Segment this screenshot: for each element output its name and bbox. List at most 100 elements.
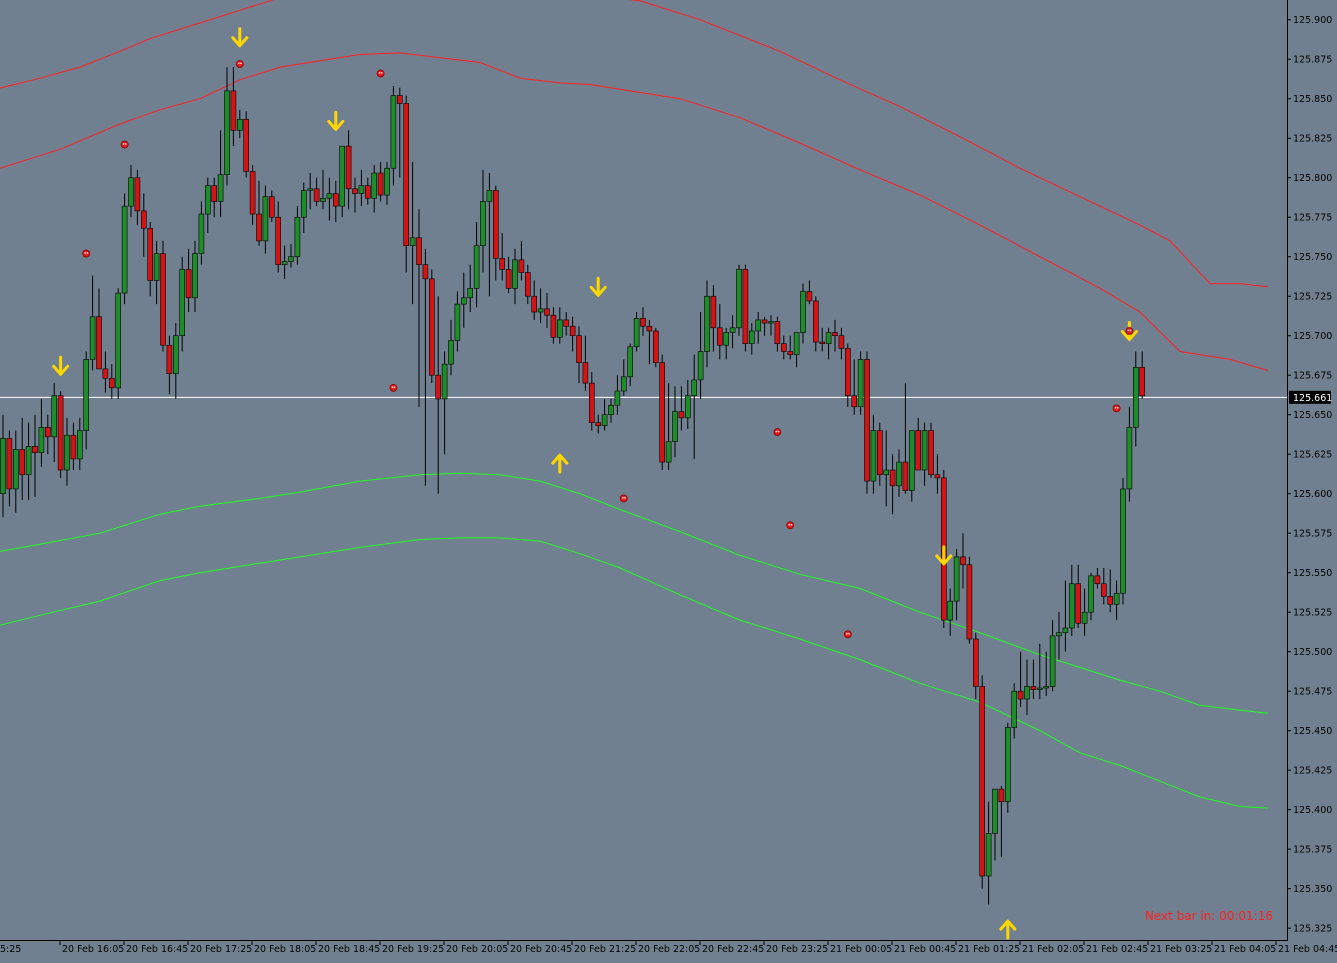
- candle: [422, 248, 429, 486]
- candle: [569, 316, 576, 352]
- candle-body: [320, 197, 326, 202]
- candle: [806, 280, 813, 305]
- candle: [966, 556, 973, 644]
- candle: [1004, 722, 1011, 813]
- candle-body: [915, 430, 922, 471]
- sell-arrow-icon: [327, 110, 345, 131]
- candle-body: [358, 185, 365, 194]
- candle: [704, 280, 710, 368]
- candle-body: [1081, 611, 1088, 624]
- candle-body: [793, 332, 800, 355]
- candle: [153, 240, 160, 305]
- candle-body: [819, 341, 826, 344]
- candle-body: [620, 376, 627, 392]
- candle-body: [160, 253, 166, 346]
- time-tick-label: 20 Feb 17:25: [190, 944, 252, 955]
- price-tick-label: 125.350: [1293, 884, 1332, 895]
- candle: [736, 264, 742, 336]
- candle-body: [697, 351, 704, 381]
- candle: [6, 430, 13, 507]
- candle-body: [678, 411, 685, 419]
- candle: [409, 161, 416, 305]
- candle: [889, 454, 896, 515]
- candle-body: [51, 395, 58, 438]
- lower-band-inner-line: [0, 472, 1269, 714]
- candle-body: [531, 295, 538, 313]
- candle: [953, 548, 960, 621]
- candle-body: [492, 190, 499, 259]
- candle-body: [70, 434, 77, 460]
- candle-body: [512, 259, 518, 289]
- candle-body: [486, 190, 493, 202]
- candle-body: [1024, 686, 1030, 700]
- candle: [179, 256, 185, 352]
- candle: [237, 109, 243, 139]
- candle-body: [13, 449, 19, 490]
- candle-body: [825, 332, 832, 344]
- current-price-value: 125.661: [1293, 393, 1332, 404]
- price-tick-label: 125.700: [1293, 331, 1332, 342]
- candle-body: [844, 348, 851, 397]
- candle-body: [985, 833, 992, 877]
- candle-body: [684, 395, 691, 419]
- candle: [787, 335, 794, 360]
- candle-body: [556, 319, 563, 338]
- candle-body: [1126, 427, 1133, 490]
- candle-body: [268, 196, 275, 218]
- candle: [217, 130, 224, 218]
- candle-body: [230, 90, 237, 131]
- candle: [44, 414, 51, 455]
- skull-marker-icon: [376, 69, 385, 78]
- candle-body: [537, 308, 544, 313]
- candle-body: [774, 321, 781, 344]
- candle-body: [1062, 627, 1069, 634]
- candle: [902, 383, 909, 494]
- candle: [396, 87, 403, 178]
- candle: [83, 351, 89, 450]
- candle: [435, 296, 442, 494]
- candle-body: [275, 216, 282, 265]
- candle: [710, 285, 717, 352]
- candle-body: [851, 395, 858, 408]
- candle-body: [832, 332, 838, 337]
- price-tick-label: 125.675: [1293, 371, 1332, 382]
- candle-body: [889, 469, 896, 487]
- candle: [672, 386, 678, 458]
- time-tick-label: 21 Feb 00:05: [830, 944, 892, 955]
- candle-body: [672, 411, 678, 442]
- candle: [25, 422, 32, 501]
- candle: [1113, 580, 1120, 621]
- skull-marker-icon: [235, 60, 244, 68]
- candle: [608, 398, 614, 423]
- candle: [563, 312, 570, 336]
- candle: [627, 343, 634, 387]
- candle-body: [262, 196, 269, 242]
- candle: [774, 316, 781, 352]
- candle: [825, 327, 832, 360]
- candle-body: [716, 327, 723, 346]
- candle: [499, 233, 506, 281]
- candle: [793, 332, 800, 368]
- candle-body: [435, 374, 442, 400]
- candle: [1049, 620, 1056, 692]
- candle: [249, 165, 256, 226]
- candle-body: [518, 259, 525, 273]
- candle-body: [934, 474, 941, 479]
- price-tick-label: 125.900: [1293, 15, 1332, 26]
- candle: [281, 245, 288, 279]
- candle-body: [806, 291, 813, 302]
- candle: [992, 788, 998, 861]
- candle: [307, 172, 314, 210]
- buy-arrow-icon: [999, 919, 1017, 940]
- candle: [908, 430, 915, 502]
- sell-arrow-icon: [589, 276, 607, 297]
- candle: [665, 383, 672, 470]
- time-tick-label: 20 Feb 22:45: [702, 944, 764, 955]
- candle-body: [582, 362, 589, 384]
- candle: [377, 161, 384, 202]
- band-lines: [0, 0, 1269, 809]
- candle: [550, 307, 557, 344]
- candle: [173, 323, 179, 399]
- candle: [109, 364, 115, 399]
